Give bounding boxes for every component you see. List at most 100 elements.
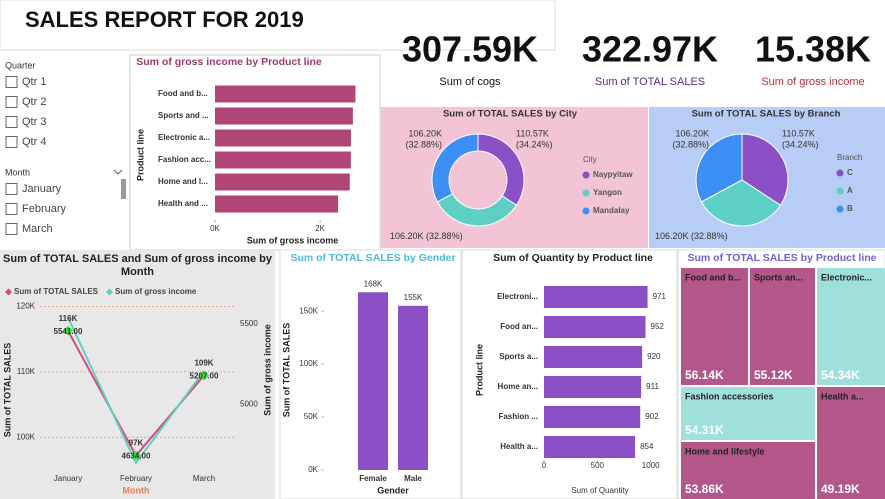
legend-label[interactable]: Yangon	[593, 188, 622, 197]
report-title: SALES REPORT FOR 2019	[25, 7, 304, 32]
data-label: 854	[640, 442, 654, 451]
filter-option[interactable]: Qtr 4	[22, 136, 46, 148]
filter-option[interactable]: Qtr 3	[22, 116, 46, 128]
cell-value: 55.12K	[754, 368, 793, 382]
dropdown-chevron[interactable]	[113, 169, 123, 175]
bar[interactable]	[544, 346, 643, 368]
legend-swatch	[836, 169, 844, 177]
data-label: (32.88%)	[405, 139, 442, 149]
legend-label[interactable]: B	[847, 204, 853, 213]
y2-tick-label: 5000	[240, 399, 258, 408]
kpi-label: Sum of TOTAL SALES	[595, 76, 705, 88]
checkbox[interactable]	[5, 203, 18, 215]
x-tick-label: 1000	[642, 461, 660, 470]
bar[interactable]	[544, 376, 642, 398]
category-label: Fashion acc...	[158, 155, 211, 164]
bar[interactable]	[215, 173, 350, 191]
filter-option[interactable]: January	[22, 183, 62, 195]
scrollbar[interactable]	[121, 179, 126, 199]
category-label: Food and b...	[158, 89, 208, 98]
bar[interactable]	[358, 292, 388, 470]
category-label: Sports and ...	[158, 111, 209, 120]
checkbox[interactable]	[5, 183, 18, 195]
legend-label[interactable]: Sum of gross income	[115, 287, 197, 296]
legend-label[interactable]: A	[847, 186, 853, 195]
treemap-cell[interactable]	[681, 442, 815, 499]
x-tick-label: March	[193, 474, 215, 483]
filter-option[interactable]: February	[22, 203, 67, 215]
bar[interactable]	[215, 107, 353, 125]
data-label: 952	[651, 322, 665, 331]
category-label: Fashion ...	[498, 412, 538, 421]
marker	[199, 370, 209, 381]
x-tick-label: 2K	[315, 224, 325, 233]
slice[interactable]	[431, 133, 479, 203]
filter-title: Quarter	[5, 60, 36, 70]
category-label: Home an...	[498, 382, 538, 391]
data-label: 106.20K (32.88%)	[390, 231, 463, 241]
checkbox[interactable]	[5, 96, 18, 108]
treemap-cell[interactable]	[817, 387, 885, 499]
legend-label[interactable]: Mandalay	[593, 206, 630, 215]
data-label: 116K	[59, 314, 78, 323]
y-tick-label: 100K	[16, 432, 35, 441]
data-label: 110.57K	[782, 128, 815, 138]
treemap-cell[interactable]	[750, 268, 815, 385]
data-label: 5207.00	[190, 372, 219, 381]
y-tick-label: 120K	[16, 302, 35, 311]
data-label: 97K	[129, 439, 144, 448]
bar[interactable]	[215, 195, 339, 213]
x-axis-title: Sum of Quantity	[571, 486, 628, 495]
bar[interactable]	[215, 151, 351, 169]
filter-option[interactable]: Qtr 2	[22, 96, 46, 108]
category-label: Electroni...	[497, 292, 538, 301]
category-label: Home and l...	[158, 177, 208, 186]
cell-label: Food and b...	[685, 272, 741, 282]
chart-title: Sum of gross income by Product line	[136, 56, 322, 68]
slice[interactable]	[695, 133, 743, 203]
treemap-cell[interactable]	[817, 268, 885, 385]
legend-label[interactable]: C	[847, 168, 853, 177]
bar[interactable]	[544, 286, 648, 308]
filter-option[interactable]: March	[22, 223, 53, 235]
cell-label: Home and lifestyle	[685, 446, 765, 456]
kpi-value: 322.97K	[582, 29, 718, 70]
category-label: Electronic a...	[158, 133, 210, 142]
cell-value: 53.86K	[685, 482, 724, 496]
x-axis-title: Month	[123, 485, 150, 495]
data-label: 155K	[404, 293, 423, 302]
legend-swatch	[836, 187, 844, 195]
bar[interactable]	[544, 406, 641, 428]
checkbox[interactable]	[5, 136, 18, 148]
y-tick-label: 110K	[17, 367, 36, 376]
cell-value: 56.14K	[685, 368, 724, 382]
bar[interactable]	[544, 436, 636, 458]
cell-label: Fashion accessories	[685, 391, 774, 401]
data-label: (34.24%)	[782, 139, 819, 149]
bar[interactable]	[398, 305, 428, 470]
treemap-cell[interactable]	[681, 268, 748, 385]
chart-title: Sum of Quantity by Product line	[493, 252, 653, 264]
legend-label[interactable]: Naypyitaw	[593, 170, 633, 179]
bar[interactable]	[544, 316, 646, 338]
x-axis-title: Gender	[377, 485, 409, 495]
chart-title: Sum of TOTAL SALES by Gender	[290, 252, 455, 264]
category-label: Food an...	[500, 322, 538, 331]
legend-label[interactable]: Sum of TOTAL SALES	[14, 287, 99, 296]
bar[interactable]	[215, 85, 356, 103]
filter-option[interactable]: Qtr 1	[22, 76, 46, 88]
treemap-cell[interactable]	[681, 387, 815, 440]
legend-swatch	[5, 288, 12, 296]
y-tick-label: 50K	[304, 412, 319, 421]
legend-title: City	[583, 155, 597, 164]
checkbox[interactable]	[5, 116, 18, 128]
bar[interactable]	[215, 129, 351, 147]
value-label: 106.20K	[655, 231, 689, 241]
legend-swatch	[582, 189, 590, 197]
category-label: Health a...	[500, 442, 538, 451]
legend-swatch	[106, 288, 113, 296]
data-label: 168K	[364, 279, 383, 288]
checkbox[interactable]	[5, 223, 18, 235]
checkbox[interactable]	[5, 76, 18, 88]
